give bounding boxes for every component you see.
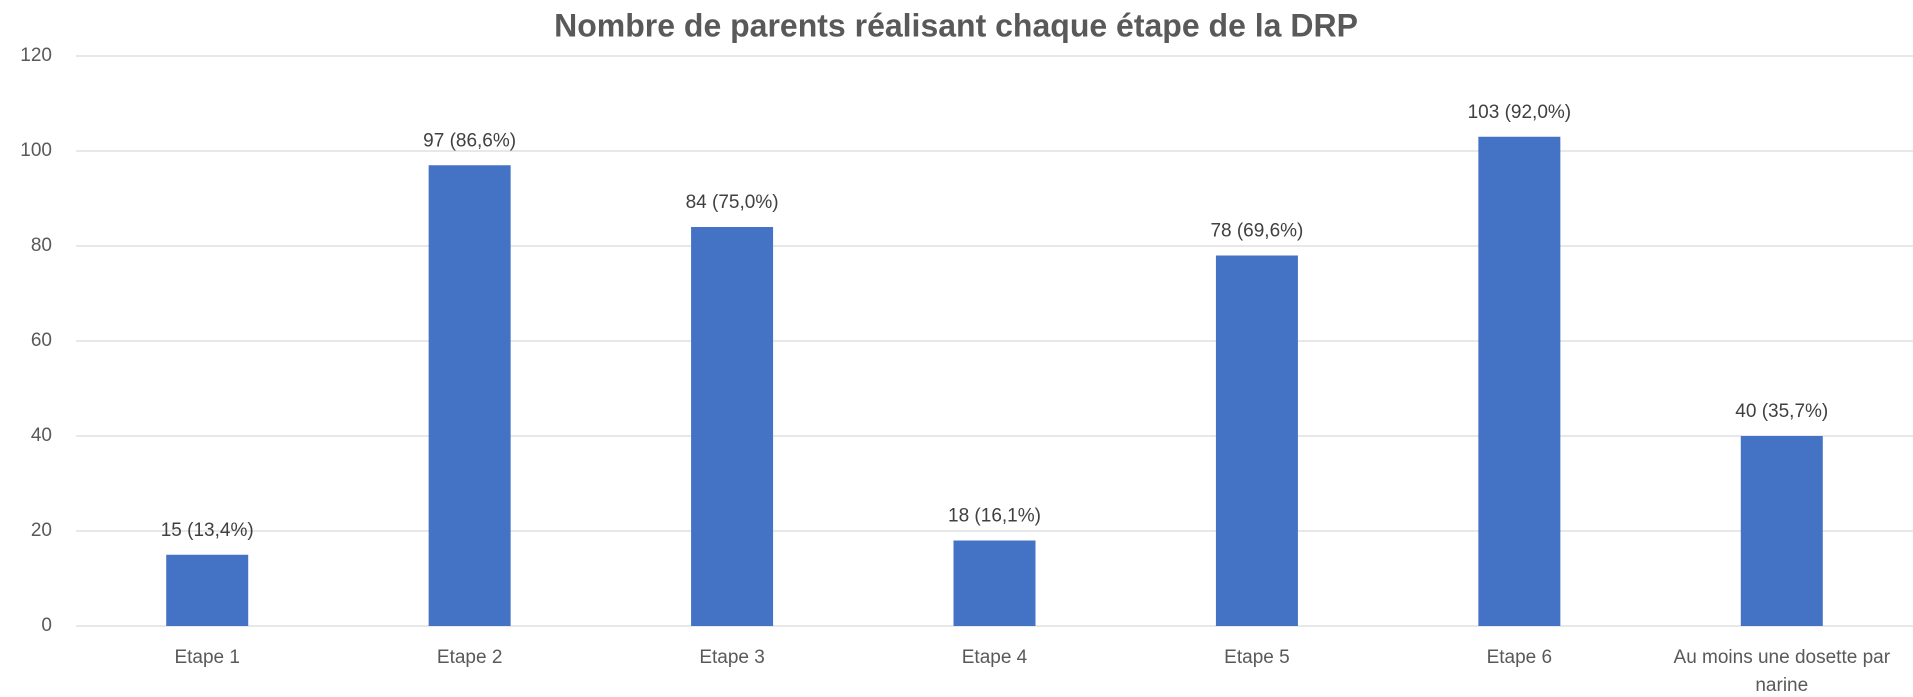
- y-tick-label: 60: [31, 330, 52, 351]
- data-label: 40 (35,7%): [1735, 401, 1828, 422]
- bar: [953, 540, 1036, 626]
- data-label: 18 (16,1%): [948, 506, 1041, 527]
- bar: [1478, 136, 1561, 626]
- x-tick-label: Etape 2: [436, 647, 503, 668]
- y-tick-label: 120: [20, 45, 52, 66]
- bar: [1740, 436, 1823, 626]
- bar: [1215, 255, 1298, 626]
- x-tick-label: Au moins une dosette par narine: [1673, 647, 1891, 696]
- y-tick-label: 0: [41, 615, 52, 636]
- data-label: 84 (75,0%): [686, 192, 779, 213]
- x-tick-label: Etape 6: [1486, 647, 1553, 668]
- data-label: 15 (13,4%): [161, 520, 254, 541]
- x-tick-label: Etape 5: [1224, 647, 1290, 668]
- y-tick-label: 100: [20, 140, 52, 161]
- data-label: 103 (92,0%): [1468, 102, 1572, 123]
- y-tick-label: 80: [31, 235, 52, 256]
- data-label: 78 (69,6%): [1210, 221, 1303, 242]
- bar: [691, 227, 774, 626]
- data-label: 97 (86,6%): [423, 130, 516, 151]
- bar: [428, 165, 511, 626]
- x-tick-label: Etape 3: [699, 647, 765, 668]
- bar: [166, 554, 249, 626]
- chart-title: Nombre de parents réalisant chaque étape…: [554, 7, 1358, 43]
- x-tick-label: Etape 1: [174, 647, 240, 668]
- x-tick-label: Etape 4: [961, 647, 1028, 668]
- y-tick-label: 40: [31, 425, 52, 446]
- y-tick-label: 20: [31, 520, 52, 541]
